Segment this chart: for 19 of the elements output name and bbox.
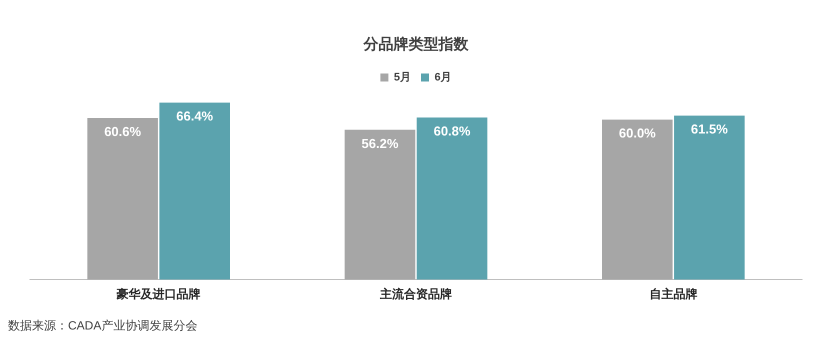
legend-label: 6月 [434,72,452,84]
bar [87,118,158,280]
data-label: 61.5% [690,122,728,137]
bar [159,102,230,280]
source-note: 数据来源：CADA产业协调发展分会 [8,318,198,332]
bar [602,120,673,280]
chart-title: 分品牌类型指数 [362,36,470,54]
x-tick-label: 豪华及进口品牌 [116,287,201,302]
x-tick-label: 自主品牌 [649,287,698,302]
legend-label: 5月 [394,72,412,84]
x-tick-label: 主流合资品牌 [379,287,452,302]
data-label: 66.4% [176,108,214,124]
data-label: 60.6% [104,124,142,140]
bar [674,116,745,280]
bar [344,130,416,280]
data-label: 60.8% [434,124,471,139]
data-label: 60.0% [618,126,656,141]
data-label: 56.2% [362,136,399,151]
bar [416,118,488,280]
